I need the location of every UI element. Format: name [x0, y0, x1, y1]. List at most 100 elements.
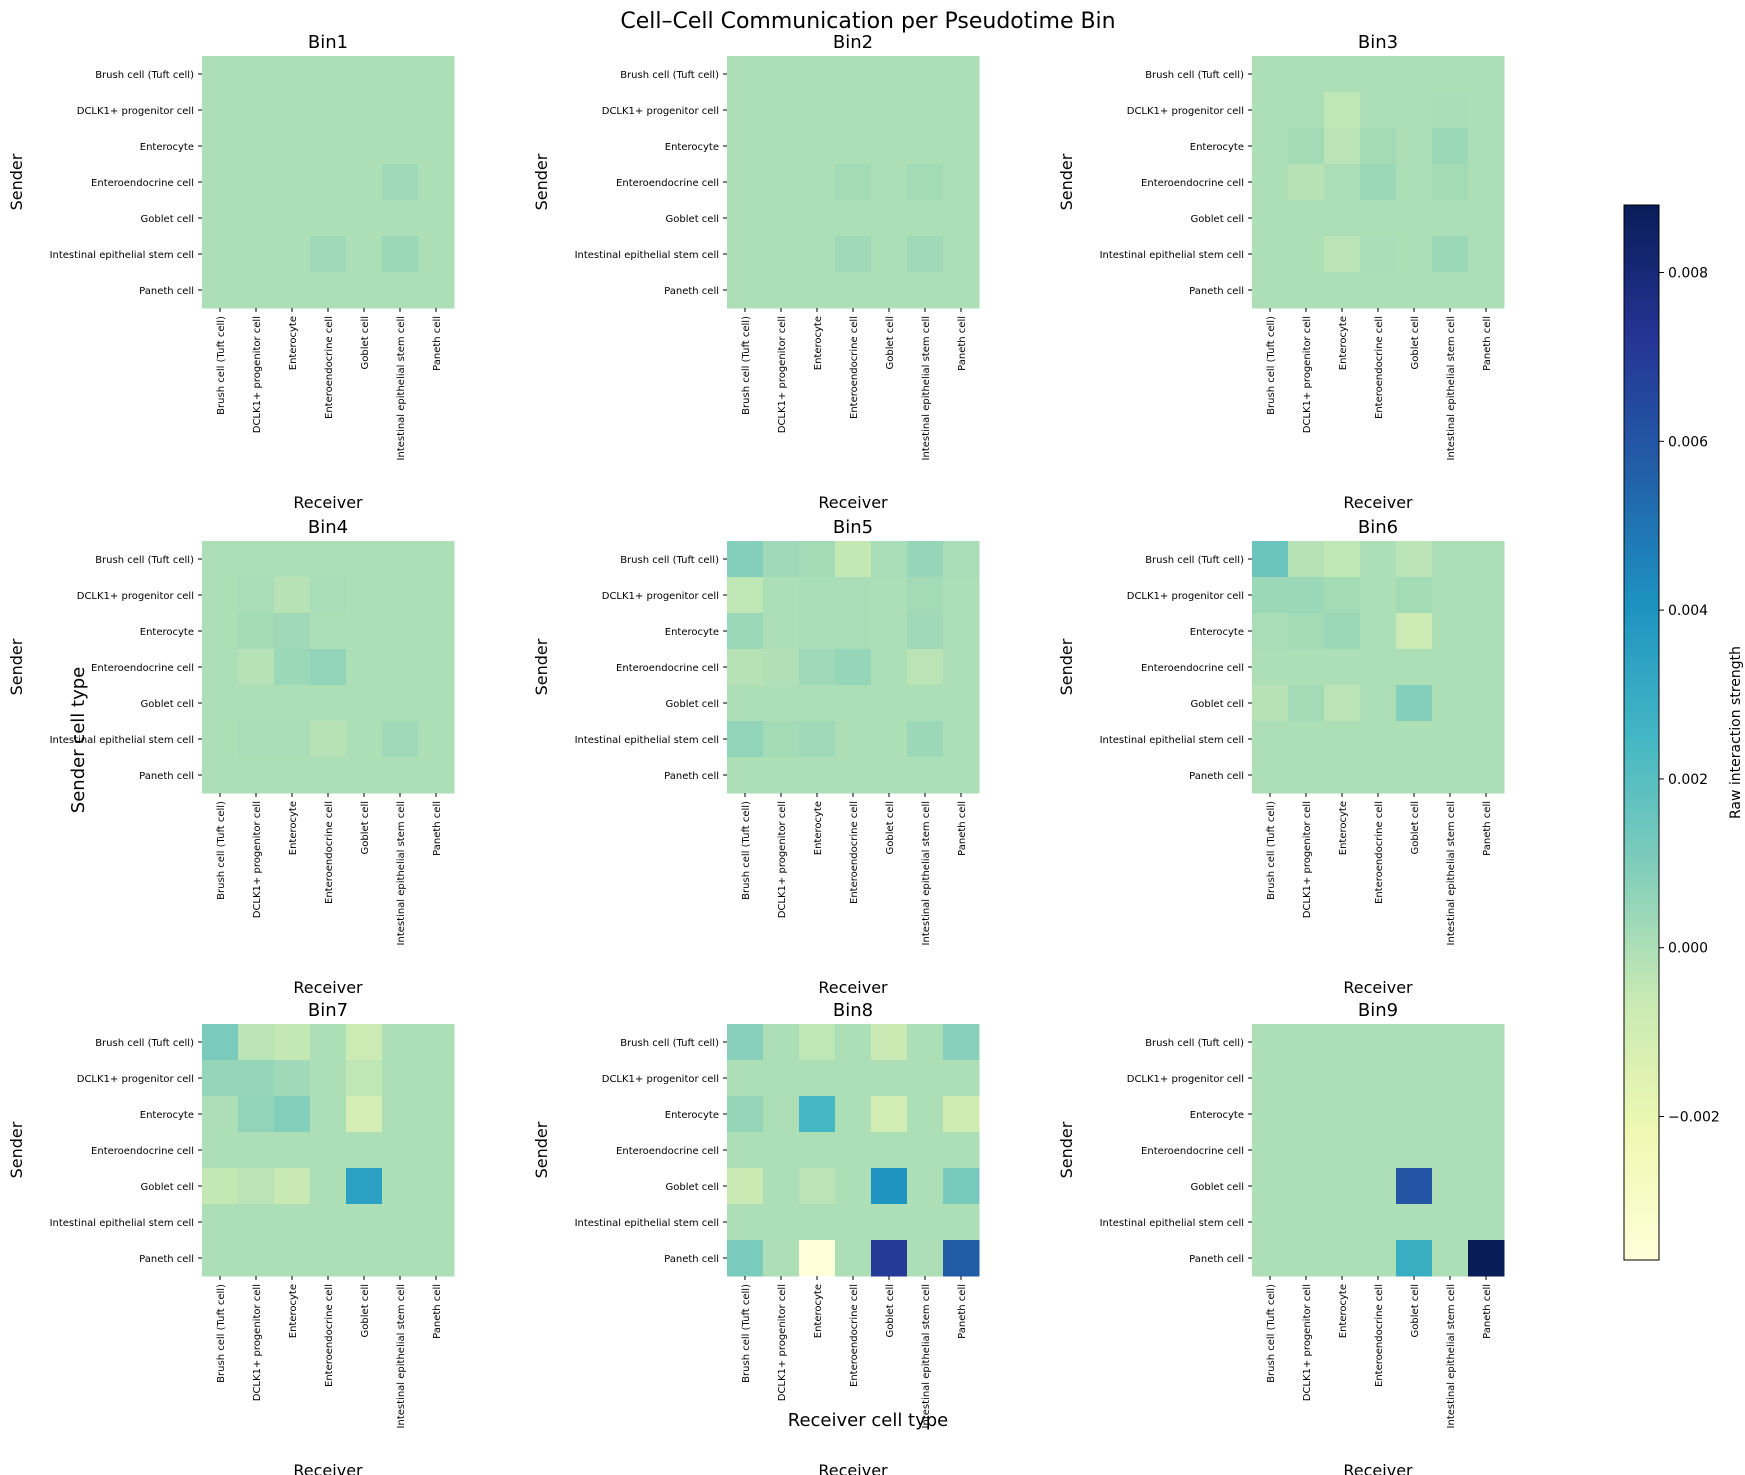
heatmap-cell — [1396, 613, 1433, 650]
heatmap-cell — [418, 757, 455, 794]
heatmap-cell — [346, 613, 383, 650]
y-tick-label: Enterocyte — [140, 627, 194, 638]
heatmap-cell — [763, 56, 800, 93]
heatmap-cell — [943, 577, 980, 614]
x-tick-label: Intestinal epithelial stem cell — [396, 1284, 407, 1428]
heatmap-cell — [1432, 1024, 1469, 1061]
heatmap-cell — [238, 649, 275, 686]
y-tick-label: Goblet cell — [1191, 699, 1244, 710]
y-tick-label: Brush cell (Tuft cell) — [620, 1038, 719, 1049]
heatmap-cell — [418, 541, 455, 578]
heatmap-cell — [871, 56, 908, 93]
x-tick-label: Brush cell (Tuft cell) — [1266, 801, 1277, 900]
heatmap-cell — [1396, 128, 1433, 165]
heatmap-cell — [799, 128, 836, 165]
heatmap-cell — [1360, 236, 1397, 273]
heatmap-cell — [1468, 541, 1505, 578]
y-tick-label: Brush cell (Tuft cell) — [620, 70, 719, 81]
heatmap-cell — [907, 685, 944, 722]
heatmap-cell — [871, 685, 908, 722]
heatmap-cell — [382, 721, 419, 758]
heatmap-cell — [310, 541, 347, 578]
heatmap-cell — [763, 1204, 800, 1241]
x-tick-label: Enteroendocrine cell — [1374, 316, 1385, 419]
heatmap-cell — [1432, 577, 1469, 614]
heatmap-cell — [346, 685, 383, 722]
heatmap-cell — [310, 1240, 347, 1277]
heatmap-cell — [1468, 1060, 1505, 1097]
heatmap-cell — [1288, 685, 1325, 722]
y-tick-label: Intestinal epithelial stem cell — [575, 250, 719, 261]
heatmap-cell — [763, 613, 800, 650]
heatmap-cell — [1360, 1204, 1397, 1241]
heatmap-cell — [1396, 1060, 1433, 1097]
heatmap-cell — [1288, 1060, 1325, 1097]
y-axis-label: Sender — [1057, 638, 1076, 695]
heatmap-cell — [1360, 757, 1397, 794]
heatmap-cell — [202, 1060, 239, 1097]
y-tick-label: Goblet cell — [666, 699, 719, 710]
heatmap-cell — [346, 92, 383, 129]
heatmap-cell — [1396, 1096, 1433, 1133]
heatmap-cell — [1324, 1204, 1361, 1241]
heatmap-cell — [1468, 757, 1505, 794]
heatmap-cell — [310, 1024, 347, 1061]
x-axis-label: Receiver — [1343, 493, 1413, 512]
heatmap-cell — [1252, 1168, 1289, 1205]
heatmap-cell — [1252, 685, 1289, 722]
panel-title: Bin2 — [833, 32, 873, 53]
heatmap-cell — [1324, 1096, 1361, 1133]
heatmap-cell — [238, 613, 275, 650]
x-tick-label: DCLK1+ progenitor cell — [252, 801, 263, 918]
heatmap-cell — [1360, 1060, 1397, 1097]
heatmap-cell — [1288, 757, 1325, 794]
heatmap-cell — [1324, 128, 1361, 165]
colorbar: −0.002 0.000 0.002 0.004 0.006 0.008 Raw inter… — [1623, 204, 1744, 1261]
heatmap-cell — [763, 1132, 800, 1169]
y-tick-label: Enteroendocrine cell — [616, 663, 719, 674]
heatmap-cell — [1324, 721, 1361, 758]
heatmap-cell — [238, 685, 275, 722]
y-axis-label: Sender — [532, 638, 551, 695]
heatmap-cell — [418, 685, 455, 722]
y-tick-label: Paneth cell — [664, 1254, 719, 1265]
heatmap-cell — [202, 164, 239, 201]
x-tick-label: Enterocyte — [1338, 316, 1349, 370]
heatmap-cell — [835, 1168, 872, 1205]
heatmap-cell — [1396, 164, 1433, 201]
x-tick-label: Intestinal epithelial stem cell — [396, 316, 407, 460]
heatmap-cell — [202, 1096, 239, 1133]
x-tick-label: Intestinal epithelial stem cell — [1446, 316, 1457, 460]
heatmap-cell — [1252, 272, 1289, 309]
panel-title: Bin4 — [308, 517, 348, 538]
heatmap-cell — [310, 236, 347, 273]
heatmap-cell — [1396, 1204, 1433, 1241]
heatmap-cell — [835, 613, 872, 650]
x-tick-label: Enterocyte — [1338, 1284, 1349, 1338]
x-tick-label: Enteroendocrine cell — [324, 801, 335, 904]
heatmap-cell — [202, 200, 239, 237]
heatmap-cell — [274, 56, 311, 93]
heatmap-cell — [835, 685, 872, 722]
heatmap-cell — [310, 92, 347, 129]
heatmap-cell — [274, 1204, 311, 1241]
heatmap-cell — [1468, 200, 1505, 237]
heatmap-cell — [763, 1060, 800, 1097]
y-tick-label: Paneth cell — [139, 286, 194, 297]
heatmap-cell — [835, 236, 872, 273]
heatmap-panel: Bin2 Brush cell (Tuft cell) DCLK1+ progeni… — [532, 32, 980, 512]
heatmap-cell — [1468, 1024, 1505, 1061]
heatmap-cell — [346, 1096, 383, 1133]
y-tick-label: Intestinal epithelial stem cell — [50, 250, 194, 261]
heatmap-panel: Bin6 Brush cell (Tuft cell) DCLK1+ progeni… — [1057, 517, 1505, 997]
heatmap-cell — [1360, 92, 1397, 129]
heatmap-cell — [382, 92, 419, 129]
heatmap-cell — [727, 613, 764, 650]
heatmap-cell — [1396, 541, 1433, 578]
heatmap-cell — [763, 236, 800, 273]
heatmap-cell — [763, 1168, 800, 1205]
heatmap-cell — [346, 649, 383, 686]
heatmap-cell — [1324, 236, 1361, 273]
x-tick-label: Enteroendocrine cell — [1374, 1284, 1385, 1387]
heatmap-cell — [763, 1240, 800, 1277]
